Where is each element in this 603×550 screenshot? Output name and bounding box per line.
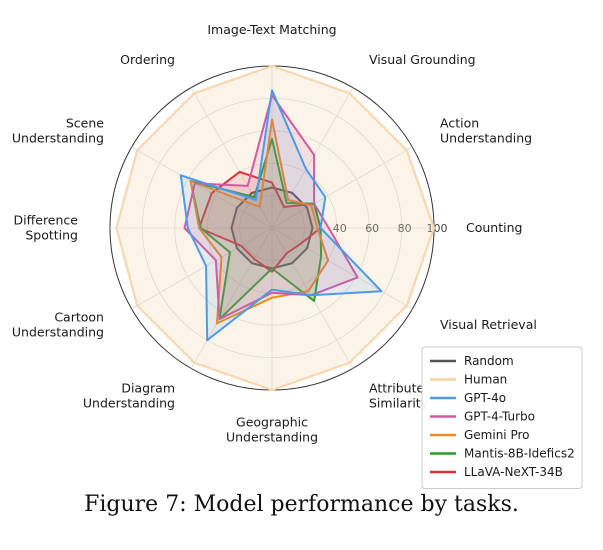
radar-axis-labels: Image-Text Matching Visual Grounding Actio… (12, 22, 537, 445)
radar-grid: 40 60 80 100 (109, 65, 448, 391)
radial-tick-label: 80 (398, 222, 412, 235)
axis-label: Scene Understanding (12, 116, 104, 146)
radial-tick-label: 40 (333, 222, 347, 235)
legend-box (421, 346, 583, 489)
radar-spoke (190, 87, 273, 229)
radar-spoke (131, 146, 273, 229)
axis-label: Difference Spotting (14, 213, 79, 243)
radar-spoke (271, 87, 354, 229)
series-human (115, 64, 436, 392)
legend-entry: GPT-4o (464, 391, 506, 405)
legend-entry: Random (464, 354, 514, 368)
legend-entry: Gemini Pro (464, 428, 530, 442)
series-gemini-pro (189, 118, 330, 325)
legend-entry: Mantis-8B-Idefics2 (464, 447, 575, 461)
legend: Random Human GPT-4o GPT-4-Turbo Gemini Pro Ma… (421, 346, 583, 489)
radar-spoke (271, 146, 413, 229)
axis-label: Image-Text Matching (207, 22, 336, 37)
axis-label: Cartoon Understanding (12, 310, 104, 340)
axis-label: Visual Grounding (369, 52, 476, 67)
radial-tick-label: 60 (365, 222, 379, 235)
radar-spoke (271, 227, 354, 369)
axis-label: Action Understanding (440, 116, 532, 146)
axis-label: Diagram Understanding (83, 381, 175, 411)
axis-label: Counting (466, 220, 522, 235)
legend-entry: LLaVA-NeXT-34B (464, 465, 563, 479)
radar-spoke (271, 227, 413, 310)
legend-entry: Human (464, 373, 507, 387)
radar-spoke (131, 227, 273, 310)
axis-label: Attribute Similarity (369, 381, 429, 411)
axis-label: Geographic Understanding (226, 415, 318, 445)
series-gpt-4-turbo (183, 94, 359, 321)
radar-series (115, 64, 436, 392)
axis-label: Ordering (120, 52, 175, 67)
radar-spoke (190, 227, 273, 369)
series-gpt-4o (179, 89, 383, 342)
figure-caption: Figure 7: Model performance by tasks. (84, 492, 519, 517)
legend-entry: GPT-4-Turbo (464, 410, 535, 424)
axis-label: Visual Retrieval (440, 317, 537, 332)
